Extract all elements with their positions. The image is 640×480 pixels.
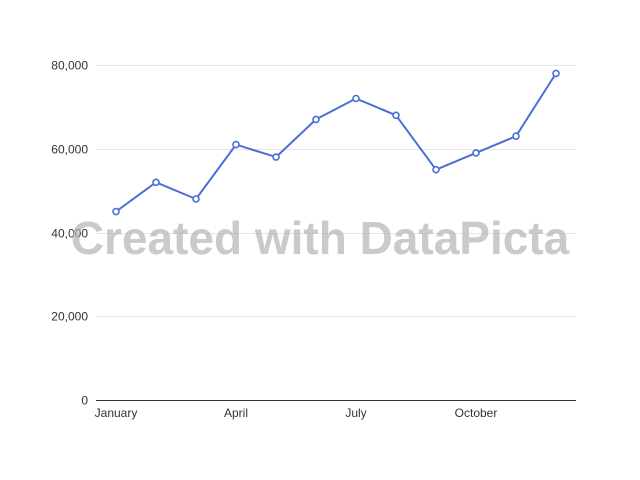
data-point[interactable]: [392, 111, 400, 120]
watermark-text: Created with DataPicta: [71, 212, 570, 264]
data-point[interactable]: [432, 165, 440, 174]
x-tick-label: October: [455, 406, 498, 420]
data-point[interactable]: [232, 140, 240, 149]
data-point[interactable]: [512, 132, 520, 140]
data-point[interactable]: [152, 178, 160, 187]
data-point[interactable]: [112, 207, 120, 216]
x-tick-label: April: [224, 406, 248, 420]
y-tick-label: 20,000: [51, 310, 88, 324]
y-tick-label: 60,000: [51, 143, 88, 157]
data-point[interactable]: [312, 115, 320, 124]
x-tick-label: January: [95, 406, 138, 420]
data-point[interactable]: [552, 69, 560, 78]
y-tick-label: 80,000: [51, 59, 88, 73]
data-point[interactable]: [192, 195, 200, 203]
data-point[interactable]: [272, 153, 280, 161]
grid-lines: [96, 65, 576, 317]
data-point[interactable]: [472, 149, 480, 157]
y-axis-tick-labels: 0 20,000 40,000 60,000 80,000: [51, 59, 88, 408]
series-line: [115, 72, 557, 213]
y-tick-label: 0: [81, 394, 88, 408]
data-point[interactable]: [352, 94, 360, 103]
x-tick-label: July: [345, 406, 366, 420]
series-layer: [112, 69, 560, 216]
x-axis-tick-labels: January April July October: [95, 406, 498, 420]
y-tick-label: 40,000: [51, 227, 88, 241]
